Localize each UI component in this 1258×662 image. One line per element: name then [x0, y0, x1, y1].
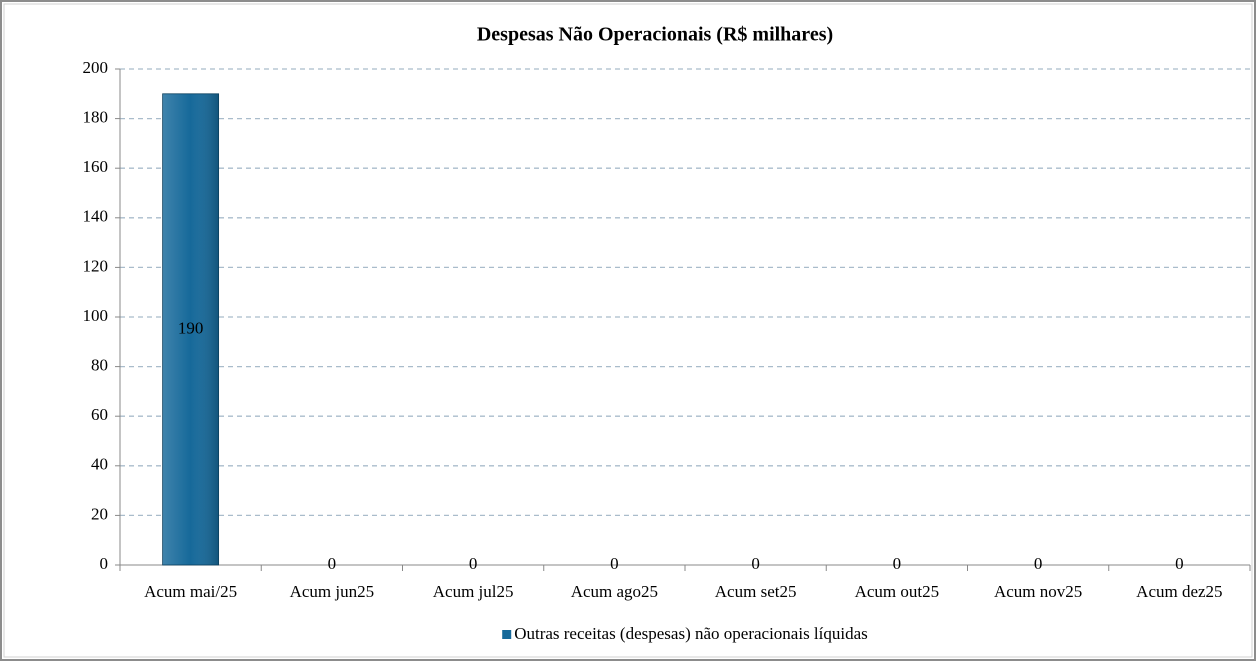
y-tick-label: 140 — [83, 207, 109, 226]
data-label: 0 — [751, 554, 760, 573]
x-tick-label: Acum jun25 — [290, 582, 375, 601]
x-tick-label: Acum jul25 — [433, 582, 514, 601]
x-tick-label: Acum nov25 — [994, 582, 1082, 601]
data-label: 0 — [1034, 554, 1043, 573]
y-tick-label: 20 — [91, 504, 108, 523]
data-label: 0 — [469, 554, 478, 573]
y-tick-label: 200 — [83, 58, 109, 77]
data-label: 0 — [610, 554, 619, 573]
y-tick-label: 180 — [83, 108, 109, 127]
chart-title: Despesas Não Operacionais (R$ milhares) — [477, 24, 833, 46]
x-tick-label: Acum out25 — [855, 582, 940, 601]
y-tick-label: 60 — [91, 405, 108, 424]
data-label: 0 — [328, 554, 337, 573]
y-tick-label: 120 — [83, 256, 109, 275]
y-tick-label: 160 — [83, 157, 109, 176]
y-tick-label: 80 — [91, 356, 108, 375]
y-tick-label: 100 — [83, 306, 109, 325]
legend-label: Outras receitas (despesas) não operacion… — [514, 624, 868, 643]
data-label: 0 — [893, 554, 902, 573]
data-label: 0 — [1175, 554, 1184, 573]
data-label: 190 — [178, 318, 204, 337]
chart-frame-inner — [3, 3, 1253, 658]
y-tick-label: 0 — [100, 554, 109, 573]
bar-shade — [162, 93, 220, 566]
y-tick-label: 40 — [91, 455, 108, 474]
x-tick-label: Acum ago25 — [571, 582, 658, 601]
x-tick-label: Acum mai/25 — [144, 582, 237, 601]
x-tick-label: Acum set25 — [715, 582, 797, 601]
x-tick-label: Acum dez25 — [1136, 582, 1222, 601]
legend-swatch — [502, 630, 512, 639]
